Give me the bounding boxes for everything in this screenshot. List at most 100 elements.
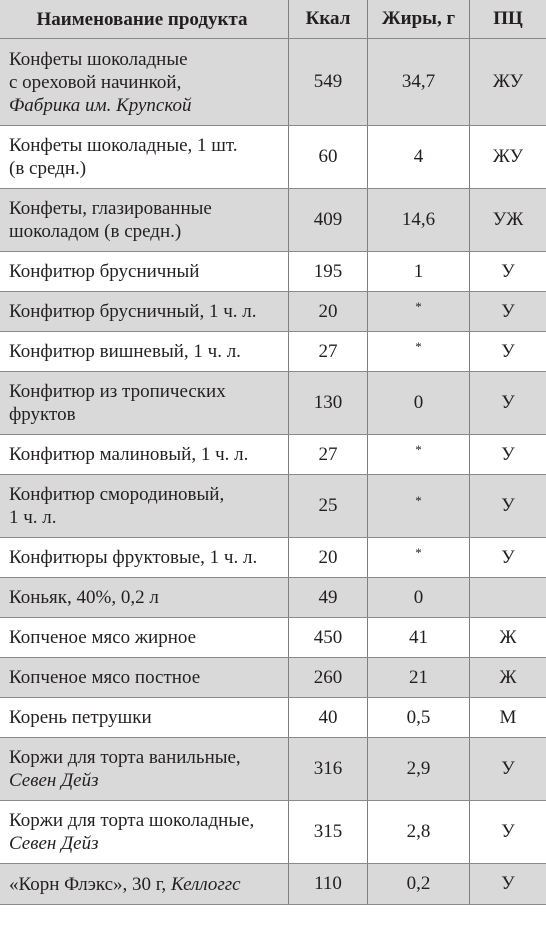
fat-cell-value: * <box>415 544 422 560</box>
table-row: «Корн Флэкс», 30 г, Келлоггс 110 0,2 У <box>0 864 546 905</box>
kcal-cell-value: 315 <box>313 821 343 842</box>
pc-cell-value: У <box>501 873 515 894</box>
table-body: Конфеты шоколадные с ореховой начинкой, Фа… <box>0 39 546 905</box>
kcal-cell-value: 40 <box>318 706 338 728</box>
kcal-cell-value: 20 <box>318 300 338 322</box>
fat-cell-value: 0,2 <box>406 873 431 894</box>
pc-cell-value: У <box>501 443 515 465</box>
product-name-line: Копченое мясо жирное <box>9 627 197 648</box>
product-name-line: шоколадом (в средн.) <box>9 221 182 242</box>
product-name-cell: Конфитюр брусничный, 1 ч. л. <box>0 292 289 331</box>
kcal-cell: 25 <box>289 475 368 537</box>
pc-cell: У <box>470 738 546 800</box>
kcal-cell: 20 <box>289 292 368 331</box>
product-name-cell: Копченое мясо жирное <box>0 618 289 657</box>
fat-cell: 21 <box>368 658 470 697</box>
fat-cell: 34,7 <box>368 39 470 125</box>
kcal-cell: 110 <box>289 864 368 904</box>
table-row: Корень петрушки 40 0,5 М <box>0 698 546 738</box>
header-name: Наименование продукта <box>0 0 289 38</box>
product-name-line: Конфитюр брусничный, 1 ч. л. <box>9 301 257 322</box>
product-name-cell: Коньяк, 40%, 0,2 л <box>0 578 289 617</box>
kcal-cell-value: 110 <box>314 873 342 894</box>
fat-cell-value: * <box>415 338 422 354</box>
kcal-cell: 450 <box>289 618 368 657</box>
fat-cell-value: 2,8 <box>406 821 431 842</box>
pc-cell-value: У <box>501 495 515 516</box>
kcal-cell-value: 260 <box>313 666 343 688</box>
pc-cell-value: У <box>501 758 515 779</box>
fat-cell: 1 <box>368 252 470 291</box>
manufacturer-name: Севен Дейз <box>9 833 99 854</box>
fat-cell-value: 34,7 <box>401 71 436 92</box>
fat-cell-value: 2,9 <box>406 758 431 779</box>
kcal-cell: 20 <box>289 538 368 577</box>
product-name-line: Коньяк, 40%, 0,2 л <box>9 587 159 608</box>
product-name-cell: Конфитюр вишневый, 1 ч. л. <box>0 332 289 371</box>
pc-cell-value: ЖУ <box>492 71 524 92</box>
pc-cell-value: У <box>501 300 515 322</box>
pc-cell: У <box>470 801 546 863</box>
kcal-cell-value: 130 <box>313 392 343 413</box>
manufacturer-name: Севен Дейз <box>9 770 99 791</box>
product-name-line: Конфитюр брусничный <box>9 261 200 282</box>
kcal-cell: 27 <box>289 332 368 371</box>
product-name-cell: Конфитюр из тропических фруктов <box>0 372 289 434</box>
fat-cell: 4 <box>368 126 470 188</box>
pc-cell: УЖ <box>470 189 546 251</box>
kcal-cell-value: 549 <box>313 71 343 92</box>
table-row: Конфеты шоколадные, 1 шт. (в средн.) 60 4 ЖУ <box>0 126 546 189</box>
pc-cell-value: У <box>501 821 515 842</box>
table-row: Конфитюр из тропических фруктов 130 0 У <box>0 372 546 435</box>
fat-cell-value: 0 <box>413 586 424 608</box>
product-name-line: Конфеты, глазированные <box>9 198 212 219</box>
pc-cell-value: У <box>501 546 515 568</box>
product-name-line: Конфитюр из тропических <box>9 381 226 402</box>
product-name-line: Корень петрушки <box>9 707 152 728</box>
pc-cell: М <box>470 698 546 737</box>
kcal-cell-value: 27 <box>318 340 338 362</box>
product-name-line: Конфитюр вишневый, 1 ч. л. <box>9 341 241 362</box>
pc-cell: У <box>470 538 546 577</box>
nutrition-table: Наименование продукта Ккал Жиры, г ПЦ Ко… <box>0 0 546 905</box>
pc-cell-value: М <box>499 706 517 728</box>
product-name-cell: Конфеты, глазированные шоколадом (в средн… <box>0 189 289 251</box>
kcal-cell: 549 <box>289 39 368 125</box>
product-name-cell: Конфеты шоколадные, 1 шт. (в средн.) <box>0 126 289 188</box>
product-name-line: фруктов <box>9 404 76 425</box>
kcal-cell-value: 25 <box>318 495 338 516</box>
kcal-cell: 60 <box>289 126 368 188</box>
kcal-cell-value: 60 <box>318 146 338 167</box>
product-name-cell: Копченое мясо постное <box>0 658 289 697</box>
pc-cell-value: Ж <box>499 666 517 688</box>
pc-cell-value: У <box>501 392 515 413</box>
fat-cell: 2,9 <box>368 738 470 800</box>
product-name-line: Конфитюры фруктовые, 1 ч. л. <box>9 547 258 568</box>
fat-cell: 0 <box>368 578 470 617</box>
product-name-line: Конфитюр малиновый, 1 ч. л. <box>9 444 249 465</box>
pc-cell-value: Ж <box>499 626 517 648</box>
fat-cell-value: 21 <box>409 666 428 688</box>
kcal-cell: 260 <box>289 658 368 697</box>
pc-cell: У <box>470 435 546 474</box>
fat-cell-value: 0,5 <box>406 706 431 728</box>
product-name-cell: Конфитюр смородиновый, 1 ч. л. <box>0 475 289 537</box>
table-row: Конфитюры фруктовые, 1 ч. л. 20 * У <box>0 538 546 578</box>
table-row: Копченое мясо жирное 450 41 Ж <box>0 618 546 658</box>
fat-cell-value: 41 <box>409 626 428 648</box>
fat-cell: 41 <box>368 618 470 657</box>
fat-cell: 2,8 <box>368 801 470 863</box>
fat-cell-value: 0 <box>413 392 424 413</box>
pc-cell: У <box>470 292 546 331</box>
pc-cell: Ж <box>470 658 546 697</box>
product-name-cell: Конфеты шоколадные с ореховой начинкой, Фа… <box>0 39 289 125</box>
fat-cell-value: * <box>415 493 422 508</box>
fat-cell: * <box>368 292 470 331</box>
product-name-line: 1 ч. л. <box>9 507 57 528</box>
kcal-cell: 130 <box>289 372 368 434</box>
pc-cell: У <box>470 475 546 537</box>
pc-cell: У <box>470 372 546 434</box>
fat-cell-value: 4 <box>413 146 424 167</box>
table-row: Конфеты шоколадные с ореховой начинкой, Фа… <box>0 39 546 126</box>
product-name-line: Копченое мясо постное <box>9 667 201 688</box>
